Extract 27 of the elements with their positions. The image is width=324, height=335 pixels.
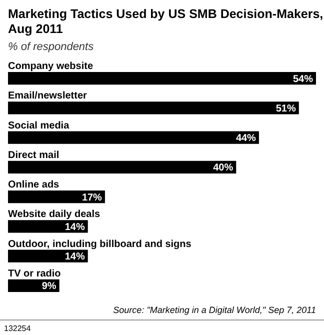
- data-label: 17%: [82, 192, 102, 204]
- y-tick-label: Direct mail: [8, 150, 60, 161]
- data-label: 44%: [236, 133, 256, 144]
- bar: [8, 102, 299, 114]
- text: 132254: [4, 324, 32, 333]
- y-tick-label: Website daily deals: [8, 209, 101, 220]
- bar: [8, 131, 259, 144]
- y-tick-label: Email/newsletter: [8, 90, 88, 102]
- data-label: 9%: [42, 281, 56, 292]
- data-label: 14%: [64, 252, 85, 263]
- data-label: 40%: [213, 162, 234, 174]
- bar: [8, 190, 105, 204]
- y-tick-label: Social media: [8, 120, 70, 132]
- y-tick-label: Online ads: [8, 180, 60, 190]
- data-label: 54%: [292, 74, 314, 85]
- bar: [8, 220, 88, 233]
- y-tick-label: Company website: [8, 61, 94, 72]
- chart-subtitle: % of respondents: [8, 41, 94, 53]
- source-note: Source: "Marketing in a Digital World," Sep 7, 2011: [113, 305, 316, 315]
- bar: [8, 250, 88, 262]
- bar: [8, 72, 316, 85]
- y-tick-label: Outdoor, including billboard and signs: [8, 238, 192, 250]
- chart-title: Marketing Tactics Used by US SMB Decision-Makers, Aug 2011: [8, 7, 324, 36]
- y-tick-label: TV or radio: [8, 268, 61, 280]
- data-label: 51%: [276, 103, 296, 114]
- data-label: 14%: [64, 222, 85, 233]
- bar: [8, 160, 236, 174]
